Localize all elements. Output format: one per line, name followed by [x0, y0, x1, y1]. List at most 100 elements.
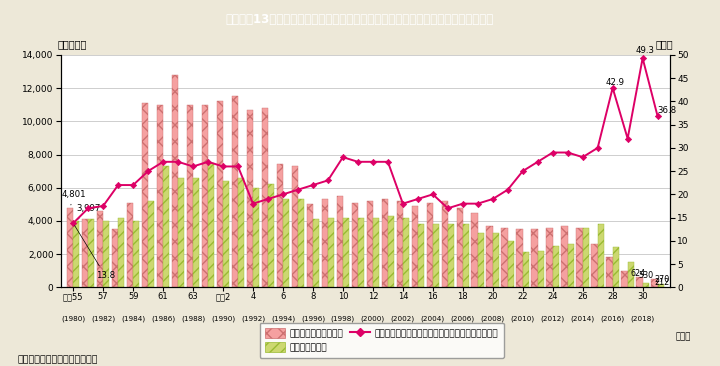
Bar [322, 199, 328, 287]
Bar [67, 208, 73, 287]
Bar [82, 219, 88, 287]
Bar [448, 224, 454, 287]
Text: 3,997: 3,997 [76, 204, 101, 219]
Text: (1984): (1984) [121, 315, 145, 322]
Bar [553, 246, 559, 287]
Bar [103, 221, 109, 287]
Bar [163, 166, 169, 287]
Bar [358, 217, 364, 287]
Bar [382, 199, 388, 287]
Bar [307, 204, 313, 287]
Bar [546, 228, 553, 287]
Bar [613, 247, 619, 287]
Text: (2006): (2006) [451, 315, 475, 322]
Text: (2012): (2012) [541, 315, 564, 322]
Bar [538, 251, 544, 287]
Bar [208, 163, 215, 287]
Bar [73, 221, 79, 287]
Bar [157, 105, 163, 287]
Bar [193, 178, 199, 287]
Bar [142, 103, 148, 287]
Text: (1992): (1992) [241, 315, 265, 322]
Bar [186, 105, 193, 287]
Bar [643, 283, 649, 287]
Bar [292, 166, 298, 287]
Bar [567, 244, 574, 287]
Text: (2016): (2016) [600, 315, 625, 322]
Bar [388, 216, 394, 287]
Bar [351, 203, 358, 287]
Bar [516, 229, 523, 287]
Bar [472, 213, 478, 287]
Text: Ｉ－６－13図　売春関係事犯検挙件数，要保護女子総数及び未成年者の割合の推移: Ｉ－６－13図 売春関係事犯検挙件数，要保護女子総数及び未成年者の割合の推移 [226, 13, 494, 26]
Bar [523, 253, 529, 287]
Bar [433, 224, 439, 287]
Bar [298, 199, 305, 287]
Bar [531, 229, 538, 287]
Bar [118, 217, 125, 287]
Text: 49.3: 49.3 [635, 46, 654, 55]
Bar [426, 203, 433, 287]
Bar [232, 96, 238, 287]
Bar [478, 232, 484, 287]
Bar [582, 228, 589, 287]
Bar [343, 217, 349, 287]
Bar [172, 75, 178, 287]
Text: （年）: （年） [675, 332, 691, 341]
Bar [463, 224, 469, 287]
Text: (2008): (2008) [481, 315, 505, 322]
Bar [97, 211, 103, 287]
Bar [202, 105, 208, 287]
Text: (1998): (1998) [331, 315, 355, 322]
Bar [127, 203, 133, 287]
Bar [606, 257, 613, 287]
Bar [591, 244, 598, 287]
Bar [652, 279, 657, 287]
Bar [253, 188, 259, 287]
Bar [88, 219, 94, 287]
Text: (1982): (1982) [91, 315, 115, 322]
Text: 530: 530 [638, 271, 653, 280]
Bar [268, 184, 274, 287]
Text: 4,801: 4,801 [61, 190, 86, 205]
Text: (2000): (2000) [361, 315, 385, 322]
Text: (1988): (1988) [181, 315, 205, 322]
Bar [412, 206, 418, 287]
Text: (2004): (2004) [420, 315, 445, 322]
Text: (2010): (2010) [510, 315, 535, 322]
Bar [418, 224, 424, 287]
Bar [112, 229, 118, 287]
Text: (1990): (1990) [211, 315, 235, 322]
Bar [598, 224, 604, 287]
Bar [337, 196, 343, 287]
Bar [247, 110, 253, 287]
Text: 212: 212 [654, 277, 670, 287]
Text: (1980): (1980) [61, 315, 85, 322]
Bar [223, 181, 230, 287]
Text: (2018): (2018) [631, 315, 654, 322]
Text: (2002): (2002) [391, 315, 415, 322]
Bar [621, 271, 628, 287]
Bar [487, 226, 492, 287]
Bar [366, 201, 373, 287]
Text: (2014): (2014) [571, 315, 595, 322]
Bar [276, 164, 283, 287]
Bar [178, 178, 184, 287]
Bar [657, 284, 664, 287]
Bar [636, 277, 643, 287]
Bar [133, 221, 140, 287]
Text: （件，人）: （件，人） [58, 40, 87, 49]
Bar [283, 199, 289, 287]
Bar [577, 228, 582, 287]
Text: (1996): (1996) [301, 315, 325, 322]
Text: (1994): (1994) [271, 315, 295, 322]
Text: （備考）警察庁資料より作成。: （備考）警察庁資料より作成。 [18, 355, 99, 364]
Bar [456, 208, 463, 287]
Bar [238, 178, 244, 287]
Bar [508, 241, 514, 287]
Text: (1986): (1986) [151, 315, 175, 322]
Bar [441, 201, 448, 287]
Bar [628, 262, 634, 287]
Text: （％）: （％） [656, 40, 673, 49]
Bar [148, 201, 154, 287]
